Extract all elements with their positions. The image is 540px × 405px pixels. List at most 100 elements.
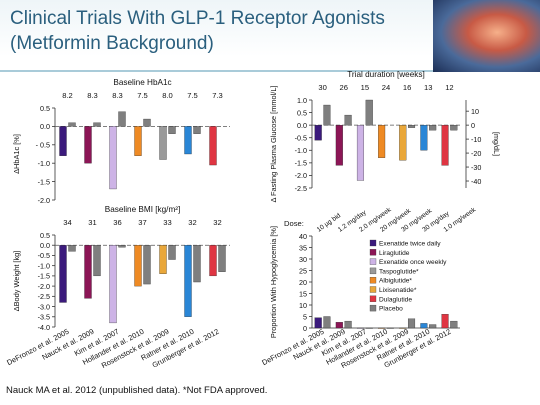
bar-placebo [429,124,437,131]
bar-active [109,245,117,324]
legend-label: Exenatide once weekly [379,259,447,266]
legend-swatch [369,258,377,265]
bar-active [356,327,365,329]
y-axis-label: Δ Fasting Plasma Glucose [mmol/L] [269,85,278,202]
legend-swatch [369,249,377,256]
bar-active [109,126,117,190]
top-label: 7.5 [187,91,198,100]
y-tick-label: 0.0 [40,241,50,250]
top-label: 13 [424,83,432,92]
top-label: 32 [213,218,221,227]
y-tick-label: -0.5 [38,251,50,260]
title-divider [0,70,540,72]
y-tick-label: 0.0 [40,122,50,131]
top-label: 37 [138,218,146,227]
bar-placebo [93,245,101,277]
bar-active [134,126,142,156]
bar-active [159,245,167,274]
bar-placebo [68,122,76,127]
y-tick-label: 35 [299,243,307,252]
slide-subtitle: (Metformin Background) [10,33,214,54]
bar-active [84,245,92,299]
legend-swatch [369,304,377,312]
panel-title: Baseline BMI [kg/m²] [105,205,181,214]
bar-active [314,124,322,141]
panel-title: Baseline HbA1c [113,78,171,87]
y-tick-label: -1.0 [38,261,50,270]
bar-placebo [218,245,226,272]
bar-placebo [450,320,458,329]
legend-label: Albiglutide* [379,278,412,285]
bar-placebo [118,111,126,127]
y-tick-label: -2.5 [295,184,307,193]
top-label: 8.2 [62,91,73,100]
bar-active [335,322,343,329]
bar-placebo [323,316,331,329]
bar-placebo [68,245,76,252]
y-tick-label-right: -20 [471,149,481,158]
top-label: 8.0 [162,91,173,100]
bar-placebo [407,318,416,329]
y-axis-right-label: [mg/dL] [492,132,501,156]
top-label: 31 [88,218,96,227]
panel-title-sub: [%] [19,109,21,111]
header-illustration [433,0,540,72]
y-tick-label: -2.0 [38,282,50,291]
y-tick-label: 0.5 [297,108,307,117]
y-tick-label: 20 [299,278,307,287]
legend-label: Placebo [379,306,403,313]
y-tick-label-right: -10 [471,135,481,144]
bar-placebo [429,324,437,329]
top-label: 24 [382,83,390,92]
y-tick-label: 0.5 [40,104,50,113]
legend-swatch [369,286,377,293]
legend-label: Taspoglutide* [379,268,419,275]
bar-active [420,323,428,329]
y-axis-label: ΔBody Weight [kg] [12,251,21,312]
bar-active [399,124,407,161]
bar-placebo [407,124,416,128]
top-label: 8.3 [87,91,98,100]
y-tick-label-right: -30 [471,163,481,172]
dose-label: 1.0 mg/week [443,206,478,234]
bar-placebo [193,126,201,134]
y-tick-label: 40 [299,232,307,241]
top-label: 32 [188,218,196,227]
bar-placebo [323,104,331,126]
slide-title: Clinical Trials With GLP-1 Receptor Agon… [10,8,385,29]
y-tick-label: 0.5 [40,231,50,240]
y-tick-label: -1.5 [38,272,50,281]
top-label: 7.5 [137,91,148,100]
legend-label: Liraglutide [379,250,410,257]
bar-active [314,317,322,329]
bar-active [159,126,167,160]
bar-placebo [386,327,394,329]
bar-placebo [168,245,176,260]
panel-title: Dose: [284,219,304,228]
bar-active [420,124,428,151]
y-axis-label: Proportion With Hypoglycemia [%] [269,226,278,338]
bar-active [441,124,449,166]
bar-active [378,327,386,329]
top-label: 7.3 [212,91,223,100]
bar-active [356,124,365,181]
top-label: 30 [318,83,326,92]
bar-placebo [365,327,373,329]
y-tick-label: - 0.5 [36,141,50,150]
bar-placebo [143,245,151,285]
bar-active [59,245,67,303]
y-tick-label: -0.5 [295,134,307,143]
bar-active [84,126,92,164]
legend-label: Dulaglutide [379,296,412,303]
y-tick-label: -2.0 [38,196,50,205]
bar-active [335,124,343,166]
y-tick-label: -2.0 [295,171,307,180]
legend-swatch [369,239,377,247]
bar-active [59,126,67,156]
bar-placebo [344,114,352,126]
y-tick-label: -1.5 [38,177,50,186]
bar-active [378,124,386,158]
bar-active [134,245,142,287]
